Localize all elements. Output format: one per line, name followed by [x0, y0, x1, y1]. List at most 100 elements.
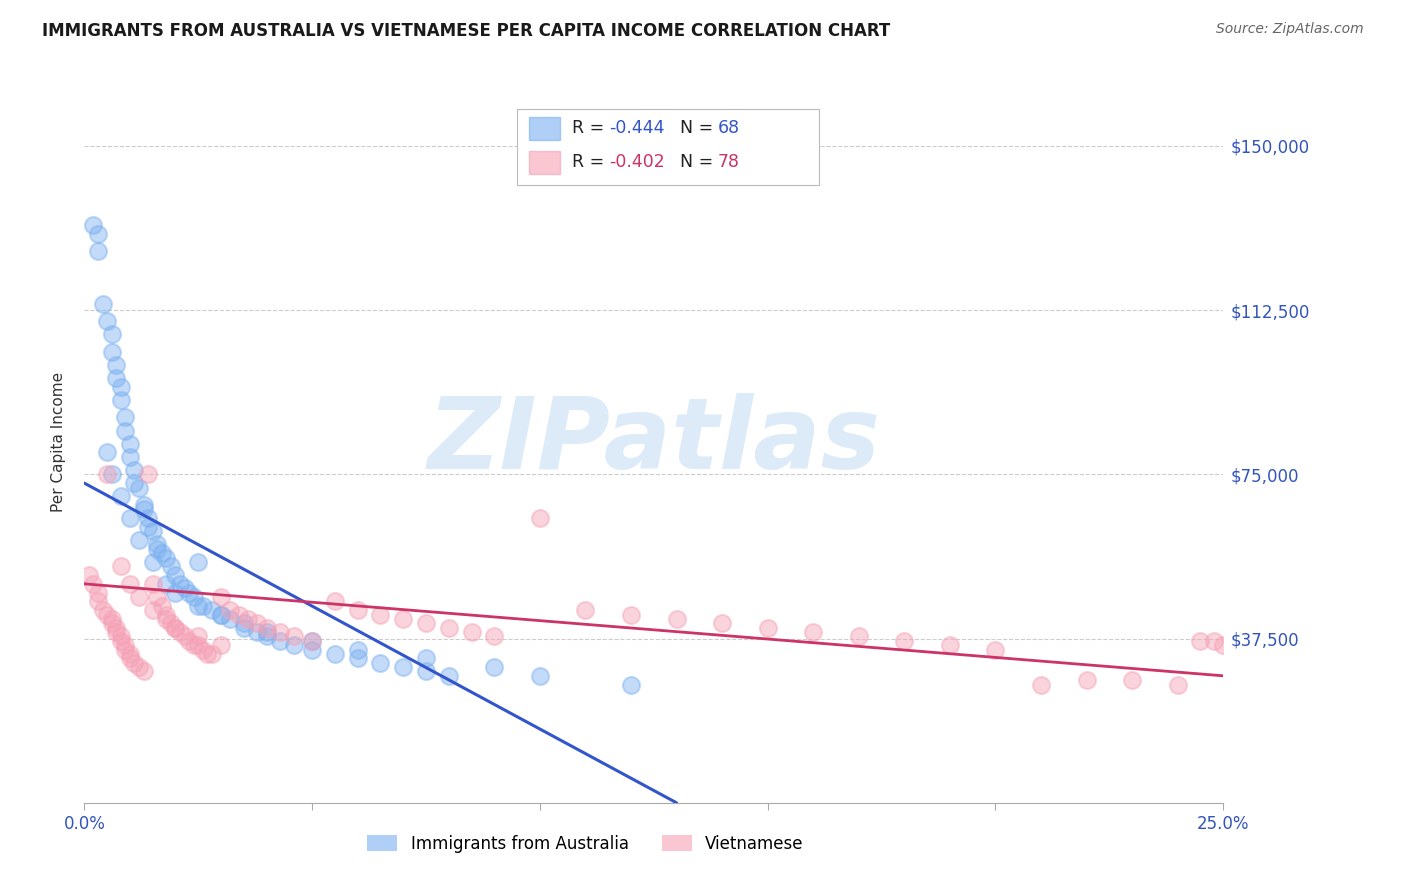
- Point: [142, 524, 165, 539]
- Point: [246, 625, 269, 640]
- Point: [100, 612, 122, 626]
- Point: [1167, 677, 1189, 691]
- Point: [346, 603, 368, 617]
- Point: [1212, 638, 1234, 652]
- Point: [232, 621, 254, 635]
- Point: [665, 612, 688, 626]
- Point: [228, 607, 250, 622]
- Point: [529, 669, 551, 683]
- Point: [179, 585, 201, 599]
- Point: [87, 585, 110, 599]
- Point: [128, 533, 150, 547]
- Text: 68: 68: [717, 120, 740, 137]
- Point: [183, 590, 205, 604]
- Point: [114, 410, 136, 425]
- Point: [165, 621, 187, 635]
- Point: [187, 599, 209, 613]
- Text: N =: N =: [681, 120, 718, 137]
- Point: [105, 625, 128, 640]
- Point: [165, 585, 187, 599]
- Point: [100, 616, 122, 631]
- Point: [415, 616, 437, 631]
- Point: [155, 607, 177, 622]
- Point: [160, 559, 183, 574]
- Point: [87, 227, 110, 241]
- Point: [146, 537, 169, 551]
- Point: [984, 642, 1007, 657]
- Point: [110, 489, 132, 503]
- Point: [301, 642, 323, 657]
- Point: [82, 577, 104, 591]
- Point: [110, 633, 132, 648]
- Point: [100, 467, 122, 482]
- Point: [128, 590, 150, 604]
- Point: [155, 550, 177, 565]
- Point: [219, 612, 242, 626]
- Text: -0.444: -0.444: [609, 120, 665, 137]
- Point: [132, 502, 155, 516]
- Point: [201, 603, 224, 617]
- Point: [146, 590, 169, 604]
- Point: [114, 642, 136, 657]
- Point: [114, 424, 136, 438]
- Point: [169, 625, 191, 640]
- Point: [283, 629, 305, 643]
- Point: [246, 616, 269, 631]
- Point: [392, 660, 415, 674]
- Point: [87, 594, 110, 608]
- Point: [179, 633, 201, 648]
- Point: [110, 559, 132, 574]
- Point: [77, 568, 100, 582]
- Point: [460, 625, 482, 640]
- Point: [620, 607, 643, 622]
- FancyBboxPatch shape: [517, 109, 818, 185]
- Point: [484, 660, 506, 674]
- Text: IMMIGRANTS FROM AUSTRALIA VS VIETNAMESE PER CAPITA INCOME CORRELATION CHART: IMMIGRANTS FROM AUSTRALIA VS VIETNAMESE …: [42, 22, 890, 40]
- Point: [142, 577, 165, 591]
- Point: [269, 633, 291, 648]
- Text: R =: R =: [572, 120, 610, 137]
- Point: [620, 677, 643, 691]
- Text: ZIPatlas: ZIPatlas: [427, 393, 880, 490]
- Point: [150, 599, 173, 613]
- Point: [128, 481, 150, 495]
- Point: [256, 629, 278, 643]
- Point: [118, 647, 141, 661]
- Point: [132, 498, 155, 512]
- Point: [323, 594, 346, 608]
- Point: [301, 633, 323, 648]
- Point: [105, 371, 128, 385]
- Point: [96, 607, 118, 622]
- Point: [187, 629, 209, 643]
- Point: [155, 612, 177, 626]
- Point: [105, 358, 128, 372]
- Point: [1076, 673, 1098, 688]
- Point: [283, 638, 305, 652]
- Point: [118, 436, 141, 450]
- Point: [118, 450, 141, 464]
- Point: [232, 616, 254, 631]
- Point: [209, 590, 232, 604]
- Point: [756, 621, 779, 635]
- FancyBboxPatch shape: [529, 151, 561, 174]
- Point: [301, 633, 323, 648]
- Point: [118, 651, 141, 665]
- Point: [91, 296, 114, 310]
- Point: [146, 541, 169, 556]
- Point: [219, 603, 242, 617]
- Point: [939, 638, 962, 652]
- Point: [1204, 633, 1226, 648]
- Point: [96, 445, 118, 459]
- Point: [87, 244, 110, 258]
- Point: [142, 555, 165, 569]
- Point: [209, 638, 232, 652]
- Point: [124, 656, 146, 670]
- Point: [1029, 677, 1052, 691]
- Point: [110, 629, 132, 643]
- Text: 78: 78: [717, 153, 740, 171]
- Point: [118, 511, 141, 525]
- Point: [132, 665, 155, 679]
- Point: [437, 669, 460, 683]
- Point: [114, 638, 136, 652]
- Y-axis label: Per Capita Income: Per Capita Income: [51, 371, 66, 512]
